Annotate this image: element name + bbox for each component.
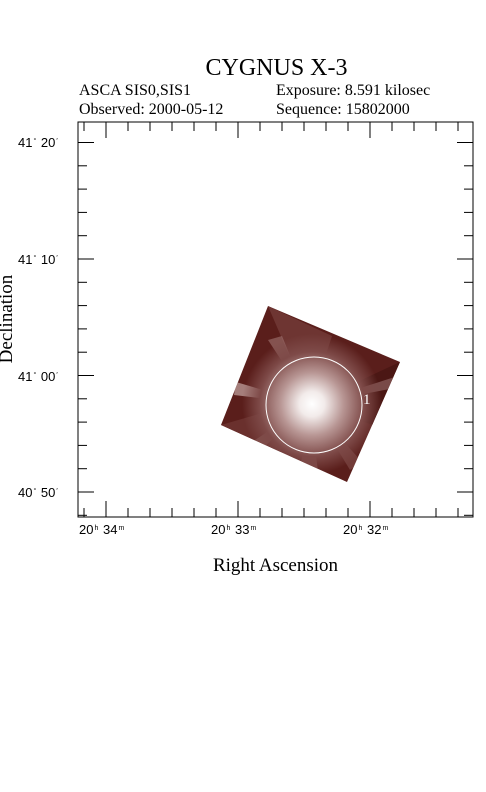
plot-frame: [77, 121, 474, 518]
source-region-circle: [265, 356, 363, 454]
sequence-label: Sequence: 15802000: [276, 101, 410, 118]
source-region-label: 1: [363, 392, 371, 408]
ra-tick-label: 20h 33m: [211, 522, 257, 537]
ra-tick-label: 20h 34m: [79, 522, 125, 537]
y-axis-label: Declination: [0, 274, 17, 364]
ra-tick-label: 20h 32m: [343, 522, 389, 537]
exposure-field-image: 1: [221, 306, 400, 482]
observed-date-label: Observed: 2000-05-12: [79, 101, 224, 118]
instrument-label: ASCA SIS0,SIS1: [79, 82, 192, 99]
plot-title: CYGNUS X-3: [205, 55, 348, 81]
dec-tick-label: 40° 50′: [18, 485, 58, 500]
exposure-label: Exposure: 8.591 kilosec: [276, 82, 431, 99]
x-axis-label: Right Ascension: [212, 555, 339, 576]
dec-tick-label: 41° 10′: [18, 252, 58, 267]
axis-ticks: [78, 122, 473, 517]
dec-tick-label: 41° 00′: [18, 369, 58, 384]
dec-tick-label: 41° 20′: [18, 135, 58, 150]
